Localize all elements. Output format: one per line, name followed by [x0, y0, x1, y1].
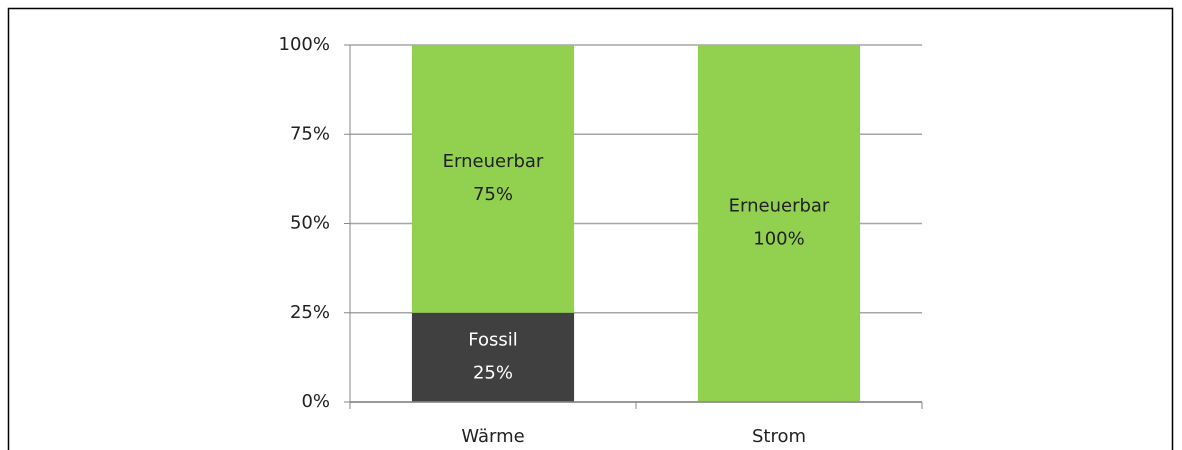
data-label-name: Erneuerbar — [443, 151, 544, 172]
y-tick-label: 50% — [290, 213, 330, 234]
data-label-name: Erneuerbar — [729, 196, 830, 217]
data-label-name: Fossil — [468, 329, 517, 350]
bar-segment — [697, 45, 861, 402]
data-label: 25% — [473, 362, 513, 383]
data-label: 100% — [753, 229, 804, 250]
y-tick-label: 75% — [290, 123, 330, 144]
data-label: 75% — [473, 184, 513, 205]
bar-segment — [411, 45, 575, 313]
y-tick-label: 0% — [301, 391, 330, 412]
y-tick-label: 100% — [279, 34, 330, 55]
x-tick-label: Wärme — [461, 426, 524, 447]
bar-segment — [411, 312, 575, 402]
y-tick-label: 25% — [290, 302, 330, 323]
frame — [7, 7, 1174, 450]
x-tick-label: Strom — [752, 426, 806, 447]
